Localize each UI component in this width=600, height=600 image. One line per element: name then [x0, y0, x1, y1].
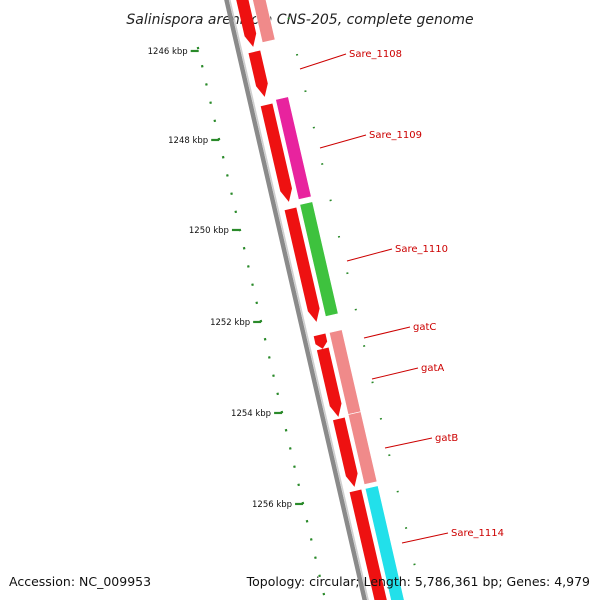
gene-bar [365, 485, 405, 600]
gene-label-leader [401, 532, 449, 544]
gene-bar [299, 201, 339, 317]
kbp-label: 1256 kbp [252, 500, 292, 510]
gene-label: Sare_1108 [349, 49, 402, 60]
gene-label-leader [384, 437, 433, 449]
gene-bar [252, 0, 276, 43]
gene-label: Sare_1109 [369, 130, 422, 141]
kbp-label: 1248 kbp [168, 136, 208, 146]
kbp-scale: 1246 kbp 1248 kbp 1250 kbp 1252 kbp 1254 kbp… [148, 17, 416, 596]
kbp-label: 1246 kbp [148, 47, 188, 57]
gene-bar-outline [299, 201, 339, 317]
cds-arrow [236, 0, 257, 47]
kbp-label: 1252 kbp [210, 318, 250, 328]
gene-label-leader [371, 367, 419, 380]
gene-label-leader [299, 53, 347, 70]
gene-label-leader [363, 326, 411, 339]
cds-track [236, 0, 387, 600]
gene-label: gatA [421, 363, 444, 374]
gene-bar-outline [252, 0, 276, 43]
gene-bar [348, 411, 377, 485]
gene-bar [275, 96, 312, 200]
gene-label: Sare_1114 [451, 528, 504, 539]
gene-label-leader [346, 248, 393, 262]
gene-bar-outline [364, 485, 405, 600]
gene-bar [329, 329, 361, 415]
cds-arrow [248, 50, 268, 97]
gene-bar-outline [347, 411, 378, 485]
cds-arrow [313, 333, 328, 349]
accession-text: Accession: NC_009953 [9, 574, 152, 589]
gene-label: Sare_1110 [395, 244, 448, 255]
kbp-label: 1250 kbp [189, 226, 229, 236]
backbone-highlight [228, 0, 369, 600]
cds-arrow [349, 489, 387, 600]
kbp-label: 1254 kbp [231, 409, 271, 419]
cds-arrow [316, 347, 342, 417]
gene-label: gatC [413, 322, 436, 333]
gene-track [252, 0, 405, 600]
genome-backbone [224, 0, 369, 600]
gene-label: gatB [435, 433, 458, 444]
cds-arrow [260, 103, 292, 202]
cds-arrow [284, 207, 320, 322]
cds-arrow [333, 417, 358, 487]
gene-labels: Sare_1108 Sare_1109 Sare_1110 gatC gatA gatB S… [299, 49, 504, 544]
map-title: Salinispora arenicola CNS-205, complete … [126, 12, 473, 28]
backbone-line [224, 0, 368, 600]
genome-summary-text: Topology: circular; Length: 5,786,361 bp… [246, 574, 590, 589]
gene-label-leader [319, 134, 367, 149]
gene-bar-outline [275, 96, 312, 200]
